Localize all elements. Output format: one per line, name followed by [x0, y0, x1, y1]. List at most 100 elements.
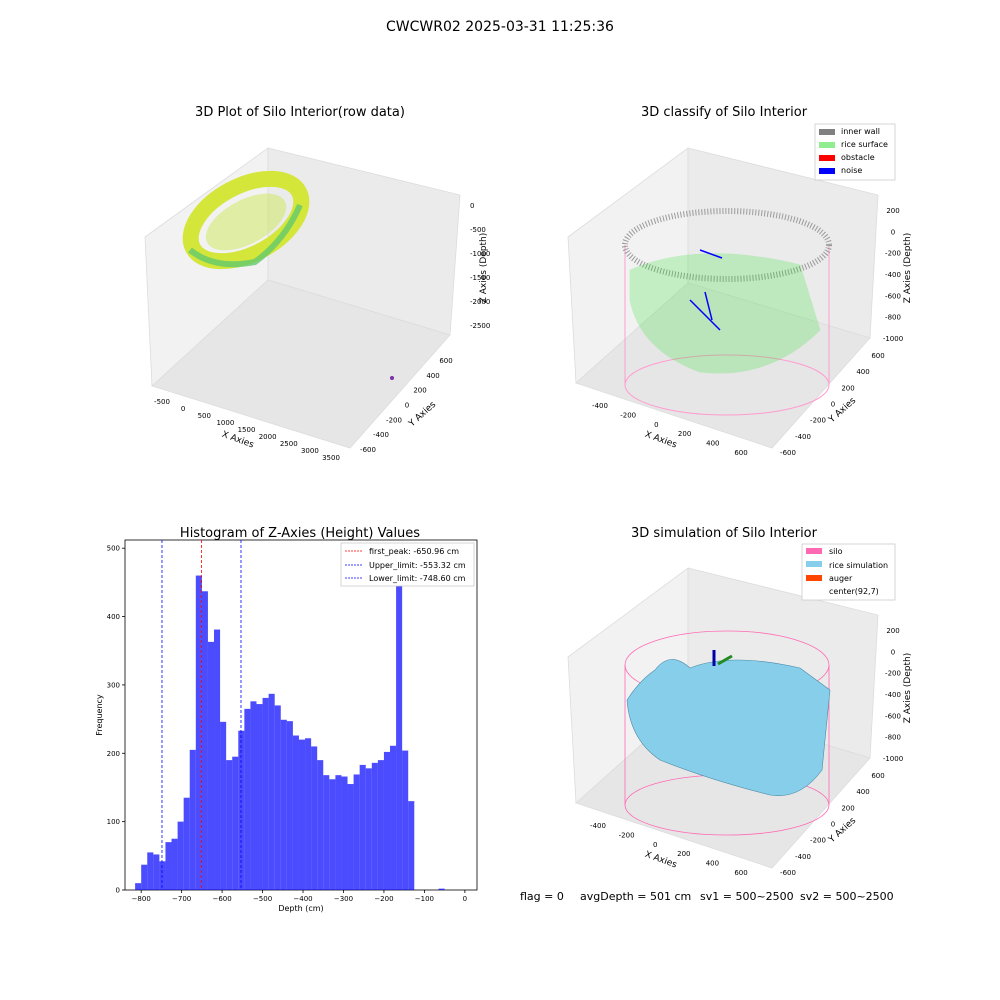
classify-y-tick-label: 600: [871, 352, 884, 360]
raw-x-tick-label: -500: [154, 398, 170, 406]
classify-x-tick-label: -200: [620, 411, 636, 419]
histogram-bar: [135, 883, 142, 890]
histogram-bar: [402, 750, 409, 890]
classify-x-tick-label: 600: [734, 449, 747, 457]
legend-obstacle-label: obstacle: [841, 153, 875, 162]
histogram-bar: [371, 762, 378, 890]
histogram-bar: [280, 719, 287, 890]
histogram-bar: [396, 557, 403, 890]
classify-z-tick-label: -800: [885, 314, 901, 322]
simulation-auger-arm: [717, 654, 733, 666]
histogram-bar: [244, 708, 251, 890]
histogram-bar: [177, 821, 184, 890]
raw-y-tick-label: -600: [360, 446, 376, 454]
simulation-z-ticks: 200 0 -200 -400 -600 -800 -1000: [883, 627, 903, 763]
classify-z-tick-label: -600: [885, 292, 901, 300]
raw-outlier-point: [390, 376, 394, 380]
raw-x-tick-label: 3000: [301, 447, 319, 455]
legend-noise-label: noise: [841, 166, 862, 175]
classify-z-label: Z Axies (Depth): [903, 233, 913, 304]
classify-y-tick-label: 200: [841, 384, 854, 392]
histogram-bar: [292, 735, 299, 890]
histogram-bar: [353, 774, 360, 890]
panel-raw-3d: 3D Plot of Silo Interior(row data) -5000…: [144, 105, 490, 462]
histogram-bar: [256, 704, 263, 890]
histogram-bar: [232, 756, 239, 890]
histogram-bar: [383, 751, 391, 890]
histogram-bar: [141, 864, 148, 890]
histogram-bar: [317, 760, 324, 890]
panel-simulation-3d: 3D simulation of Silo Interior silo rice…: [567, 526, 913, 877]
simulation-y-tick-label: -600: [780, 869, 796, 877]
legend-noise-swatch: [819, 168, 835, 174]
histogram-bar: [201, 591, 208, 890]
histogram-bar: [189, 749, 196, 890]
classify-noise-points: [689, 249, 723, 331]
raw-y-tick-label: 400: [426, 372, 439, 380]
simulation-z-tick-label: -1000: [883, 755, 903, 763]
raw-z-tick-label: -2500: [470, 322, 490, 330]
histogram-bar: [250, 701, 257, 890]
histogram-y-tick-label: 300: [107, 681, 120, 689]
legend-rice-simulation-swatch: [806, 561, 822, 567]
simulation-x-ticks: -400 -200 0 200 400 600: [590, 822, 748, 877]
simulation-z-tick-label: 0: [891, 648, 895, 656]
raw-z-tick-label: -1500: [470, 274, 490, 282]
classify-silo-top: [622, 208, 832, 282]
legend-rice-surface-swatch: [819, 142, 835, 148]
histogram-x-tick-label: 0: [463, 895, 467, 903]
simulation-x-tick-label: 200: [677, 850, 690, 858]
histogram-bar: [153, 854, 160, 890]
legend-rice-simulation-label: rice simulation: [829, 561, 888, 570]
histogram-bar: [268, 693, 275, 890]
raw-x-tick-label: 2000: [259, 433, 277, 441]
simulation-y-tick-label: 400: [856, 788, 869, 796]
histogram-vlines: [161, 540, 242, 890]
raw-axes-frame: [144, 147, 461, 449]
panel-histogram: Histogram of Z-Axies (Height) Values −80…: [95, 526, 478, 913]
histogram-bar: [377, 760, 384, 890]
classify-cloud: [622, 208, 832, 416]
histogram-bar: [305, 738, 312, 890]
histogram-legend-box: [340, 542, 475, 587]
simulation-x-tick-label: 400: [706, 860, 719, 868]
raw-z-ticks: 0 -500 -1000 -1500 -2000 -2500: [470, 202, 490, 330]
histogram-bar: [365, 768, 372, 890]
classify-legend: inner wall rice surface obstacle noise: [814, 123, 896, 181]
raw-cloud: [182, 170, 394, 380]
raw-cloud-inner: [205, 193, 287, 251]
simulation-z-tick-label: -400: [885, 691, 901, 699]
histogram-bar: [183, 797, 190, 890]
raw-x-tick-label: 1000: [216, 419, 234, 427]
legend-first-peak-label: first_peak: -650.96 cm: [369, 547, 459, 556]
histogram-x-label: Depth (cm): [278, 904, 323, 913]
legend-inner-wall-swatch: [819, 129, 835, 135]
simulation-y-tick-label: 200: [841, 804, 854, 812]
simulation-rice-surface: [626, 659, 831, 796]
classify-z-tick-label: -400: [885, 271, 901, 279]
histogram-bar: [214, 629, 221, 890]
legend-obstacle-swatch: [819, 155, 835, 161]
histogram-x-tick-label: −300: [334, 895, 353, 903]
histogram-y-tick-label: 0: [116, 887, 120, 895]
simulation-y-tick-label: 0: [831, 821, 835, 829]
histogram-bar: [147, 852, 154, 890]
histogram-x-tick-label: −100: [415, 895, 434, 903]
histogram-x-tick-label: −200: [374, 895, 393, 903]
simulation-x-label: X Axies: [643, 850, 678, 871]
raw-y-tick-label: -200: [386, 416, 402, 424]
histogram-x-tick-label: −600: [212, 895, 231, 903]
classify-x-ticks: -400 -200 0 200 400 600: [592, 402, 748, 457]
simulation-y-tick-label: -200: [810, 837, 826, 845]
figure-suptitle: CWCWR02 2025-03-31 11:25:36: [386, 19, 614, 35]
histogram-bar: [408, 801, 415, 890]
histogram-bar: [298, 739, 306, 890]
raw-y-label: Y Axies: [406, 400, 438, 430]
simulation-z-tick-label: 200: [886, 627, 899, 635]
raw-y-tick-label: 200: [413, 387, 426, 395]
histogram-y-tick-label: 500: [107, 545, 120, 553]
